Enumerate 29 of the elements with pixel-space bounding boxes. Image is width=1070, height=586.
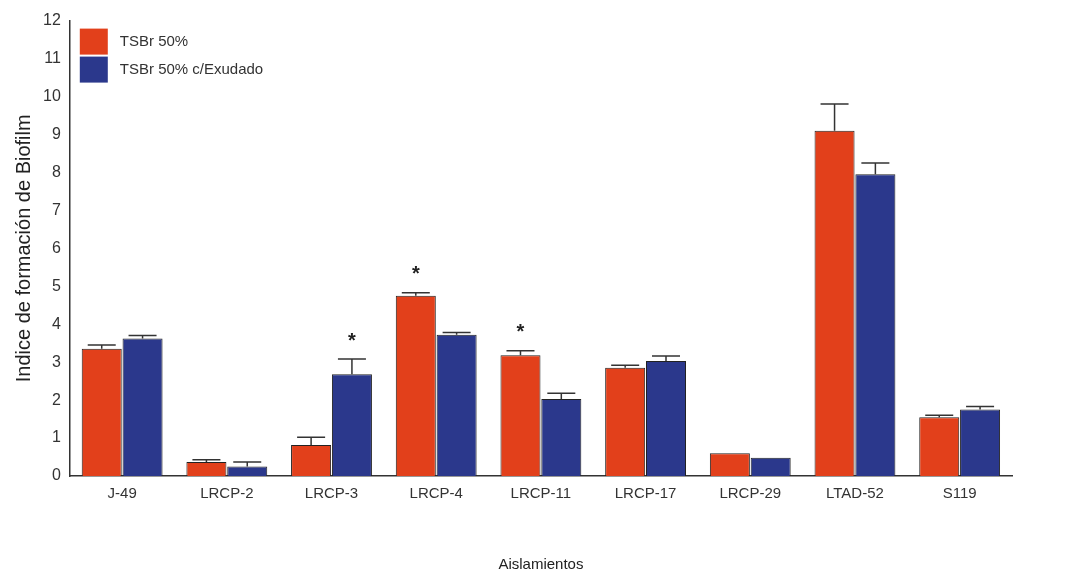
y-tick-label: 9 (51, 124, 61, 142)
y-tick-label: 3 (51, 352, 61, 370)
y-tick-label: 10 (43, 86, 61, 104)
x-tick-label: LRCP-4 (409, 484, 463, 502)
y-tick-label: 0 (51, 466, 61, 484)
legend-label: TSBr 50% (119, 31, 189, 49)
y-tick-label: 12 (43, 11, 61, 29)
x-tick-label: LRCP-3 (304, 484, 359, 502)
annotation: * (516, 320, 525, 343)
x-tick-label: LRCP-11 (510, 484, 572, 502)
y-tick-label: 8 (51, 162, 61, 180)
annotation: * (411, 262, 420, 285)
legend-label: TSBr 50% c/Exudado (119, 59, 264, 77)
x-tick-label: S119 (942, 484, 977, 502)
x-tick-label: LTAD-52 (826, 484, 884, 502)
annotation: * (348, 328, 357, 351)
y-tick-label: 2 (51, 390, 61, 408)
x-tick-label: LRCP-29 (719, 484, 782, 502)
y-tick-label: 7 (51, 200, 61, 218)
y-tick-label: 6 (51, 238, 61, 256)
y-tick-label: 1 (51, 428, 61, 446)
x-tick-label: J-49 (107, 484, 137, 502)
y-axis-title: Indice de formación de Biofilm (11, 114, 34, 383)
y-tick-label: 11 (44, 48, 61, 66)
y-tick-label: 4 (51, 314, 61, 332)
x-tick-label: LRCP-17 (614, 484, 677, 502)
y-tick-label: 5 (51, 276, 61, 294)
x-tick-label: LRCP-2 (200, 484, 254, 502)
x-axis-title: Aislamientos (498, 555, 584, 573)
